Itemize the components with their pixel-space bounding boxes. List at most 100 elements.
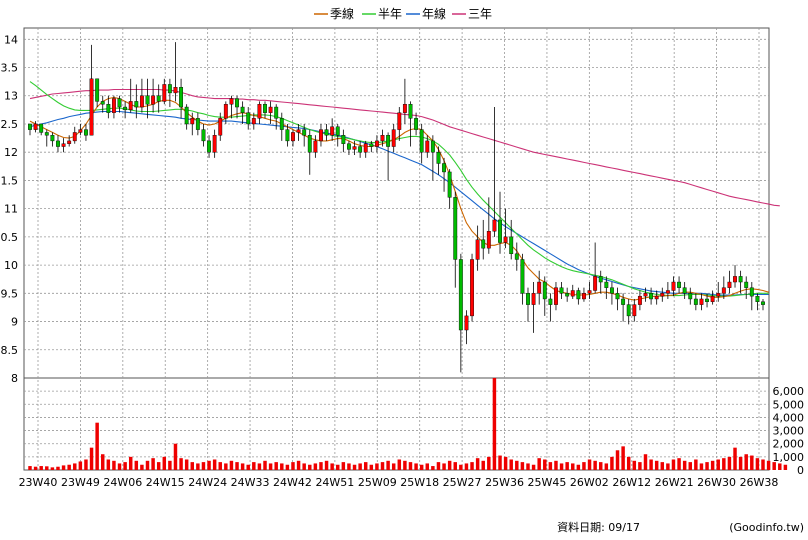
candle-body [733,276,737,283]
candle-body [520,259,525,294]
volume-tick-label: 0 [797,464,804,477]
volume-bar [134,460,139,470]
volume-bar [537,458,541,470]
volume-bar [95,422,99,470]
x-axis-ticks: 23W40 23W49 24W06 24W15 24W24 24W33 24W42 24W51… [19,476,779,489]
x-tick-label: 26W30 [697,476,736,489]
candle-body [442,163,446,173]
candle-body [503,236,508,243]
volume-bar [632,460,637,470]
volume-bar [598,462,603,470]
volume-bar [414,463,418,470]
candle-body [565,293,570,297]
candle-body [307,135,312,153]
volume-bar [156,462,161,470]
candle-body [218,118,223,136]
volume-bar [778,463,782,470]
candle-body [223,104,228,119]
volume-bar [705,462,709,470]
candle-body [167,84,172,94]
legend-label-year: 年線 [422,6,446,21]
volume-bar [571,463,575,470]
candle-body [84,129,88,136]
price-tick-label: 11 [4,203,18,216]
price-axis-ticks: 14 13.5 13 12.5 12 11.5 11 10.5 10 9.5 9 8.5 8 [0,33,18,385]
candle-body [570,290,575,297]
volume-bar [117,463,122,470]
candle-body [665,290,670,294]
volume-bar [268,463,273,470]
footer-source: (Goodinfo.tw) [729,521,804,534]
candle-body [391,129,396,147]
x-tick-label: 24W06 [103,476,142,489]
volume-bar [403,460,407,470]
candle-body [268,106,273,113]
candle-body [386,135,391,147]
volume-tick-label: 4,000 [773,411,805,424]
candle-body [744,281,749,288]
candle-body [145,95,150,105]
volume-bar [341,462,346,470]
x-tick-label: 24W24 [188,476,227,489]
volume-bar [559,463,564,470]
volume-bar [481,460,485,470]
candle-body [671,281,676,291]
candle-body [755,295,760,302]
volume-bars [28,378,788,470]
candle-body [761,301,765,305]
volume-bar [235,462,239,470]
legend-label-quarter: 季線 [330,6,354,21]
volume-bar [688,462,692,470]
candle-body [106,104,111,113]
candle-body [604,281,609,288]
volume-bar [363,462,368,470]
volume-bar [347,463,351,470]
candle-body [67,140,72,144]
volume-bar [50,467,55,470]
candle-body [587,290,592,294]
candle-body [688,293,693,300]
volume-bar [263,460,267,470]
candle-body [341,135,346,144]
candle-body [117,98,122,108]
volume-bar [419,464,424,470]
candle-body [649,293,654,300]
volume-bar [520,462,525,470]
volume-bar [101,454,105,470]
candle-body [335,126,340,136]
candle-body [660,293,665,297]
volume-bar [738,456,743,470]
candle-body [615,293,620,300]
volume-bar [330,463,334,470]
volume-bar [470,462,474,470]
volume-bar [498,455,502,470]
volume-bar [755,458,760,470]
candle-body [279,118,284,130]
candle-body [626,304,631,317]
candle-body [72,132,77,142]
candle-body [44,132,49,136]
volume-bar [106,459,111,470]
price-plot-area [23,27,770,379]
volume-bar [621,446,625,470]
candle-body [576,290,581,300]
candle-body [89,78,94,136]
candle-body [727,281,732,288]
volume-bar [336,464,340,470]
candle-body [291,132,295,142]
x-tick-label: 25W27 [443,476,482,489]
volume-bar [128,456,133,470]
volume-bar [73,463,77,470]
candle-body [61,143,66,147]
volume-bar [61,465,66,470]
price-tick-label: 12.5 [0,118,18,131]
price-tick-label: 8 [11,372,18,385]
x-tick-label: 23W40 [19,476,58,489]
candle-body [716,293,721,297]
volume-bar [212,459,217,470]
x-tick-label: 23W49 [61,476,100,489]
volume-bar [352,464,357,470]
candle-body [33,123,38,130]
candle-body [95,78,100,102]
volume-bar [408,462,413,470]
